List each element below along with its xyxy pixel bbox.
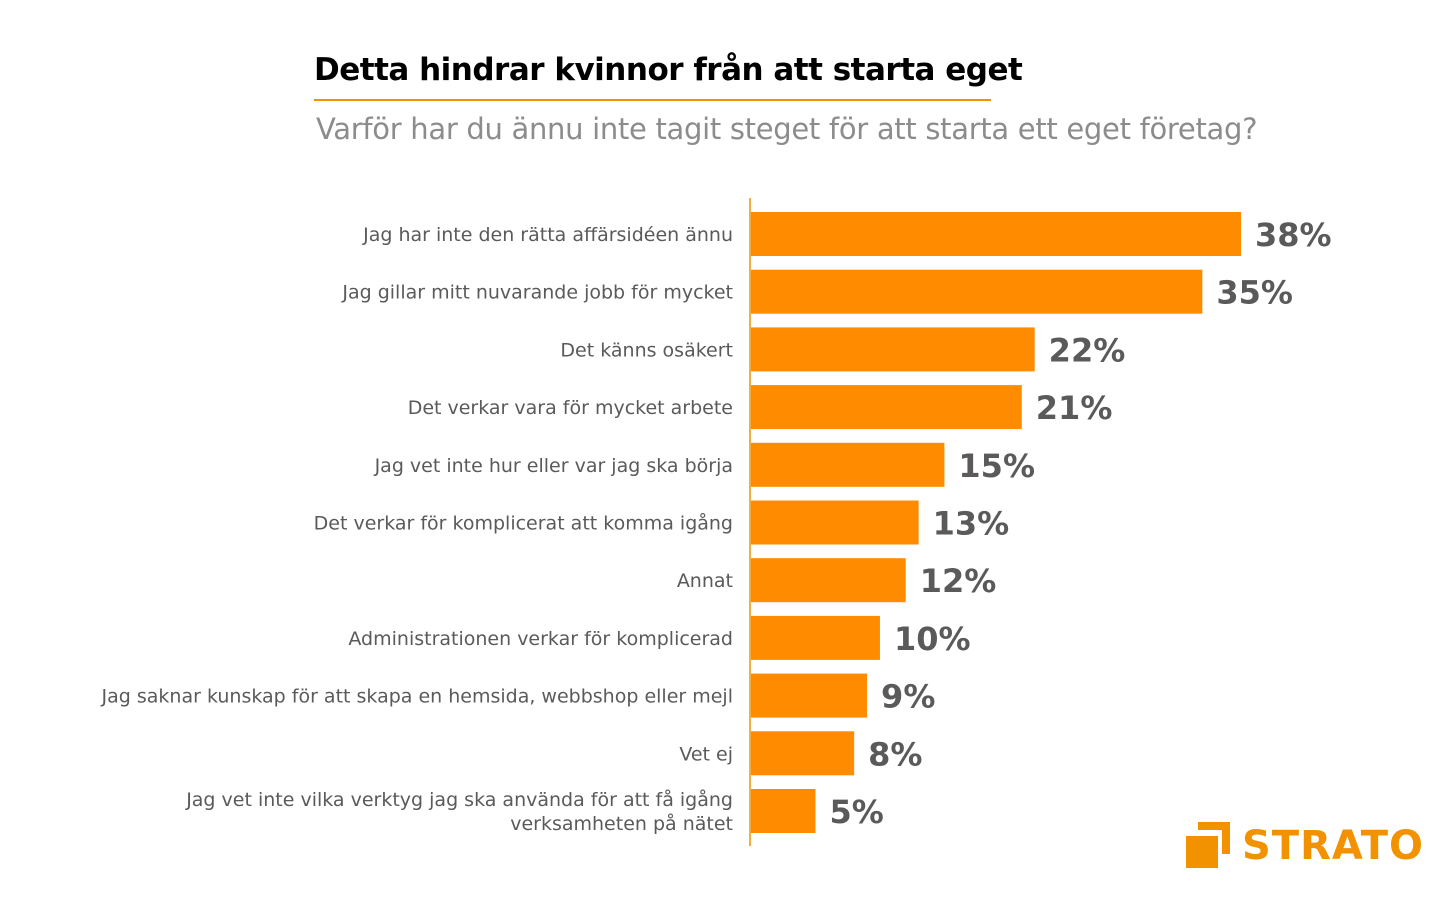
bar [751,212,1241,256]
category-label: verksamheten på nätet [510,812,733,835]
value-label: 8% [868,735,922,773]
bar [751,558,906,603]
title-underline [314,99,991,101]
bar [751,500,919,545]
strato-logo-icon [1186,822,1230,868]
category-label: Jag har inte den rätta affärsidéen ännu [362,224,733,246]
chart-title: Detta hindrar kvinnor från att starta eg… [314,52,1023,88]
value-label: 35% [1216,274,1293,312]
strato-logo: STRATO [1184,820,1423,872]
category-label: Administrationen verkar för komplicerad [348,628,733,650]
value-label: 21% [1036,389,1113,427]
category-label: Det verkar vara för mycket arbete [408,397,733,419]
strato-logo-text: STRATO [1242,823,1425,869]
category-label: Vet ej [679,743,733,765]
bar [751,269,1203,314]
bar [751,673,868,718]
value-label: 38% [1255,216,1332,254]
chart-subtitle: Varför har du ännu inte tagit steget för… [316,112,1258,146]
bar [751,789,816,833]
bar [751,327,1035,372]
category-label: Jag vet inte hur eller var jag ska börja [374,455,733,477]
value-label: 12% [920,562,997,600]
value-label: 10% [894,620,971,658]
value-label: 9% [881,678,935,716]
bar [751,615,880,660]
category-label: Jag saknar kunskap för att skapa en hems… [101,686,733,708]
value-label: 5% [829,793,883,831]
value-label: 15% [958,447,1035,485]
category-label: Annat [677,570,733,592]
category-label: Jag gillar mitt nuvarande jobb för mycke… [341,282,733,304]
category-label: Det verkar för komplicerat att komma igå… [314,512,733,535]
value-label: 22% [1049,331,1126,369]
value-label: 13% [933,505,1010,543]
bar [751,442,945,487]
category-label: Det känns osäkert [560,339,733,361]
bar [751,385,1022,430]
category-label: Jag vet inte vilka verktyg jag ska använ… [185,788,733,811]
bar [751,731,855,776]
